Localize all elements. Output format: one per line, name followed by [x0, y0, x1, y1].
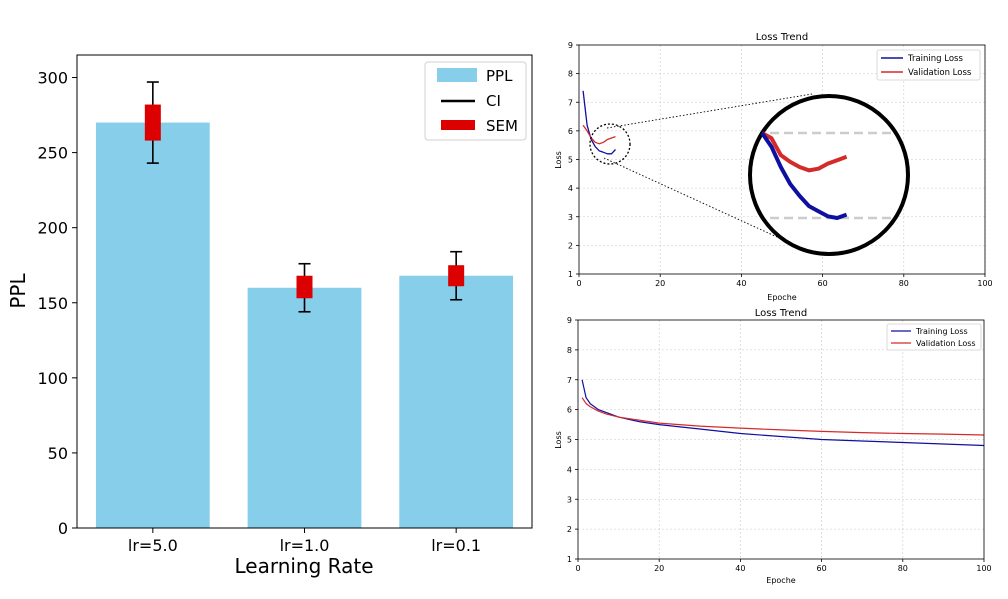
top-y-tick-label: 7: [568, 98, 573, 107]
bottom-x-tick-label: 100: [976, 564, 991, 573]
top-legend-label-validation: Validation Loss: [908, 68, 972, 78]
legend-swatch-sem: [441, 120, 475, 130]
bar-y-tick-label: 50: [48, 444, 68, 463]
top-y-tick-label: 8: [568, 70, 573, 79]
bar-y-tick-label: 250: [37, 144, 68, 163]
bar-y-tick-label: 300: [37, 69, 68, 88]
top-y-tick-label: 3: [568, 213, 573, 222]
bottom-x-tick-label: 80: [898, 564, 908, 573]
bottom-y-tick-label: 9: [567, 316, 572, 325]
bar-chart-frame: [76, 54, 533, 529]
bottom-chart-title: Loss Trend: [755, 308, 807, 319]
top-legend: Training Loss Validation Loss: [876, 49, 981, 81]
top-x-axis-label: Epoche: [767, 293, 796, 302]
legend-label-ci: CI: [486, 92, 501, 110]
bar-y-axis-label: PPL: [6, 273, 30, 309]
top-x-tick-label: 20: [655, 279, 665, 288]
zoom-validation-loss-line: [761, 131, 848, 173]
bottom-y-tick-label: 4: [567, 465, 572, 474]
zoom-lens-circle: [748, 94, 910, 256]
top-training-loss-line: [582, 90, 616, 155]
bottom-y-tick-label: 8: [567, 346, 572, 355]
bottom-validation-loss-line: [581, 397, 985, 436]
top-x-tick-label: 0: [576, 279, 581, 288]
bottom-legend: Training Loss Validation Loss: [886, 323, 982, 351]
zoom-training-loss-line: [760, 131, 848, 220]
bar-legend: PPL CI SEM: [424, 61, 527, 141]
bar-y-tick-label: 100: [37, 369, 68, 388]
bottom-legend-label-validation: Validation Loss: [916, 339, 976, 348]
bottom-legend-label-training: Training Loss: [915, 327, 968, 336]
bar-x-axis-label: Learning Rate: [234, 554, 373, 578]
ppl-bar: [399, 275, 514, 528]
top-x-tick-label: 40: [736, 279, 746, 288]
sem-error-bar: [144, 104, 161, 141]
bottom-x-tick-label: 60: [817, 564, 827, 573]
bar-x-tick-label: lr=0.1: [431, 536, 481, 555]
top-x-tick-label: 60: [818, 279, 828, 288]
top-validation-loss-line: [582, 124, 616, 145]
zoom-connector-bottom: [603, 157, 789, 243]
top-y-tick-label: 9: [568, 41, 573, 50]
bar-y-tick-label: 200: [37, 219, 68, 238]
top-chart-title: Loss Trend: [756, 32, 808, 43]
legend-label-ppl: PPL: [486, 67, 513, 85]
bar-y-tick-label: 0: [58, 519, 68, 538]
ppl-bar: [95, 122, 210, 529]
top-y-tick-label: 4: [568, 184, 573, 193]
ppl-bar-chart: 0 50 100 150 200 250 300 lr=5.0 lr=1.0 lr=0.1 Lea…: [6, 54, 533, 578]
top-y-tick-label: 6: [568, 127, 573, 136]
bottom-y-tick-label: 1: [567, 555, 572, 564]
top-y-tick-label: 1: [568, 270, 573, 279]
top-y-tick-label: 2: [568, 241, 573, 250]
bottom-training-loss-line: [581, 379, 985, 447]
bottom-chart-frame: [577, 319, 985, 560]
bottom-y-tick-label: 5: [567, 436, 572, 445]
bar-y-tick-label: 150: [37, 294, 68, 313]
bottom-x-tick-label: 20: [654, 564, 664, 573]
top-y-axis-label: Loss: [554, 151, 563, 169]
legend-swatch-ppl: [437, 68, 477, 82]
bottom-y-tick-label: 2: [567, 525, 572, 534]
bottom-x-tick-label: 0: [575, 564, 580, 573]
bottom-x-axis-label: Epoche: [766, 576, 795, 585]
bar-x-tick-label: lr=5.0: [128, 536, 178, 555]
top-x-tick-label: 80: [899, 279, 909, 288]
sem-error-bar: [448, 265, 465, 287]
top-legend-label-training: Training Loss: [907, 54, 963, 64]
bottom-y-axis-label: Loss: [554, 431, 563, 449]
bar-x-tick-label: lr=1.0: [280, 536, 330, 555]
sem-error-bar: [296, 275, 313, 299]
bottom-y-tick-label: 7: [567, 376, 572, 385]
zoom-inset: [589, 93, 910, 256]
zoom-source-circle: [589, 123, 631, 165]
top-y-tick-label: 5: [568, 156, 573, 165]
top-x-tick-label: 100: [977, 279, 992, 288]
bottom-x-tick-label: 40: [735, 564, 745, 573]
bottom-y-tick-label: 3: [567, 495, 572, 504]
top-chart-frame: [578, 44, 986, 275]
bottom-y-tick-label: 6: [567, 406, 572, 415]
legend-label-sem: SEM: [486, 117, 518, 135]
ppl-bar: [247, 287, 362, 528]
